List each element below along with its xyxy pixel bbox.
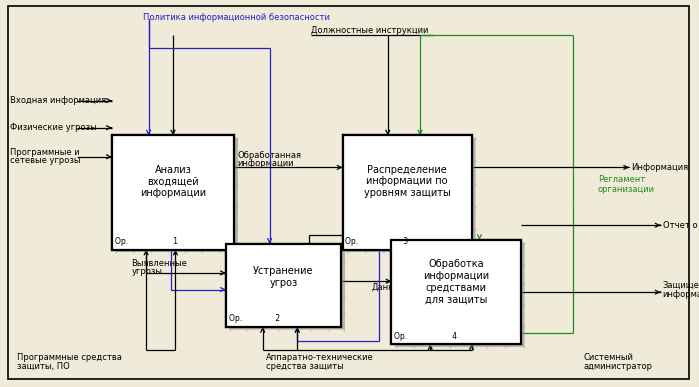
- Bar: [112, 135, 234, 250]
- Text: Политика информационной безопасности: Политика информационной безопасности: [143, 13, 330, 22]
- Text: Ор.              2: Ор. 2: [229, 314, 280, 323]
- Bar: [346, 138, 475, 252]
- Text: организации: организации: [598, 185, 655, 194]
- Text: информации: информации: [238, 159, 294, 168]
- Bar: [229, 246, 345, 329]
- Text: Устранение
угроз: Устранение угроз: [253, 266, 314, 288]
- Text: Выявленные: Выявленные: [131, 259, 187, 269]
- Bar: [391, 240, 521, 344]
- Text: администратор: администратор: [584, 362, 653, 371]
- Text: Физические угрозы: Физические угрозы: [10, 123, 97, 132]
- Text: Обработка
информации
средствами
для защиты: Обработка информации средствами для защи…: [423, 259, 489, 304]
- Bar: [391, 240, 521, 344]
- Text: Устранение
угроз: Устранение угроз: [253, 266, 314, 288]
- Text: Входная информация: Входная информация: [10, 96, 107, 105]
- Text: Информация: Информация: [631, 163, 689, 172]
- Text: Ор.                   1: Ор. 1: [115, 237, 178, 246]
- Bar: [226, 244, 341, 327]
- Bar: [230, 247, 345, 330]
- Text: Ор.              2: Ор. 2: [229, 314, 280, 323]
- Text: защиты, ПО: защиты, ПО: [17, 362, 70, 371]
- Text: Отчет о событиях: Отчет о событиях: [663, 221, 699, 230]
- Text: Ор.                   4: Ор. 4: [394, 332, 457, 341]
- Bar: [343, 135, 472, 250]
- Bar: [115, 138, 238, 252]
- Bar: [396, 243, 525, 347]
- Text: средства защиты: средства защиты: [266, 362, 343, 371]
- Text: Регламент: Регламент: [598, 175, 645, 185]
- Bar: [226, 244, 341, 327]
- Text: Должностные инструкции: Должностные инструкции: [311, 26, 428, 36]
- Text: информация: информация: [663, 289, 699, 299]
- Text: сетевые угрозы: сетевые угрозы: [10, 156, 81, 165]
- Text: Обработка
информации
средствами
для защиты: Обработка информации средствами для защи…: [423, 259, 489, 304]
- Bar: [343, 135, 472, 250]
- Text: Программные средства: Программные средства: [17, 353, 122, 363]
- Text: Защищенная: Защищенная: [663, 281, 699, 290]
- Text: Анализ
входящей
информации: Анализ входящей информации: [140, 164, 206, 198]
- Text: Ор.                   4: Ор. 4: [394, 332, 457, 341]
- Text: Данные: Данные: [372, 283, 406, 292]
- Text: Аппаратно-технические: Аппаратно-технические: [266, 353, 373, 363]
- Text: Распределение
информации по
уровням защиты: Распределение информации по уровням защи…: [363, 164, 451, 198]
- Text: Ор.                   3: Ор. 3: [345, 237, 408, 246]
- Bar: [112, 135, 234, 250]
- Text: Системный: Системный: [584, 353, 633, 363]
- Bar: [116, 138, 238, 252]
- Bar: [347, 138, 476, 252]
- Bar: [395, 242, 524, 347]
- Text: угрозы: угрозы: [131, 267, 162, 276]
- Text: Анализ
входящей
информации: Анализ входящей информации: [140, 164, 206, 198]
- Text: Обработанная: Обработанная: [238, 151, 302, 160]
- Text: Распределение
информации по
уровням защиты: Распределение информации по уровням защи…: [363, 164, 451, 198]
- Text: Программные и: Программные и: [10, 148, 80, 158]
- Text: Ор.                   3: Ор. 3: [345, 237, 408, 246]
- Text: Ор.                   1: Ор. 1: [115, 237, 178, 246]
